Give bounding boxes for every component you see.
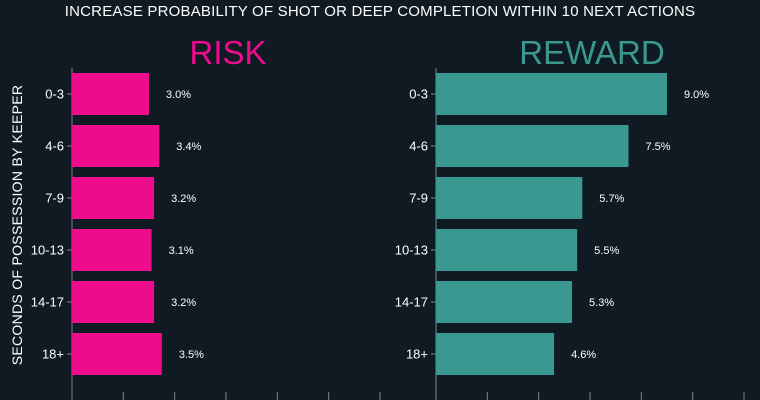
reward-bar-4-6 [436,125,629,167]
risk-bar-7-9 [72,177,155,219]
risk-value-label: 3.2% [171,297,196,309]
reward-bar-7-9 [436,177,583,219]
reward-category-label: 14-17 [395,295,428,310]
y-axis-label: SECONDS OF POSSESSION BY KEEPER [9,85,25,366]
risk-category-label: 4-6 [45,139,64,154]
risk-bar-18+ [72,333,162,375]
reward-category-label: 10-13 [395,243,428,258]
reward-bar-14-17 [436,281,573,323]
reward-category-label: 7-9 [409,191,428,206]
risk-category-label: 7-9 [45,191,64,206]
reward-value-label: 4.6% [571,349,596,361]
reward-value-label: 7.5% [646,141,671,153]
reward-value-label: 5.3% [589,297,614,309]
reward-value-label: 9.0% [684,89,709,101]
risk-value-label: 3.2% [171,193,196,205]
risk-value-label: 3.1% [169,245,194,257]
reward-panel: REWARD 0-3 9.0% 4-6 7.5% 7-9 5.7% 10-13 5.5% 14-… [395,34,745,400]
reward-category-label: 4-6 [409,139,428,154]
reward-bar-10-13 [436,229,578,271]
risk-value-label: 3.5% [179,349,204,361]
reward-value-label: 5.7% [599,193,624,205]
reward-bar-18+ [436,333,555,375]
risk-value-label: 3.0% [166,89,191,101]
risk-category-label: 18+ [42,347,64,362]
risk-bar-4-6 [72,125,160,167]
chart-title: INCREASE PROBABILITY OF SHOT OR DEEP COM… [65,3,696,20]
risk-category-label: 10-13 [31,243,64,258]
reward-category-label: 18+ [406,347,428,362]
reward-category-label: 0-3 [409,87,428,102]
risk-value-label: 3.4% [176,141,201,153]
risk-category-label: 0-3 [45,87,64,102]
reward-value-label: 5.5% [594,245,619,257]
risk-category-label: 14-17 [31,295,64,310]
reward-bar-0-3 [436,73,667,115]
reward-panel-title: REWARD [519,34,664,71]
risk-panel-title: RISK [189,34,266,71]
risk-bar-14-17 [72,281,155,323]
risk-bar-0-3 [72,73,149,115]
risk-panel: RISK 0-3 3.0% 4-6 3.4% 7-9 3.2% 10-13 3.1% 14-17… [31,34,381,400]
risk-bar-10-13 [72,229,152,271]
